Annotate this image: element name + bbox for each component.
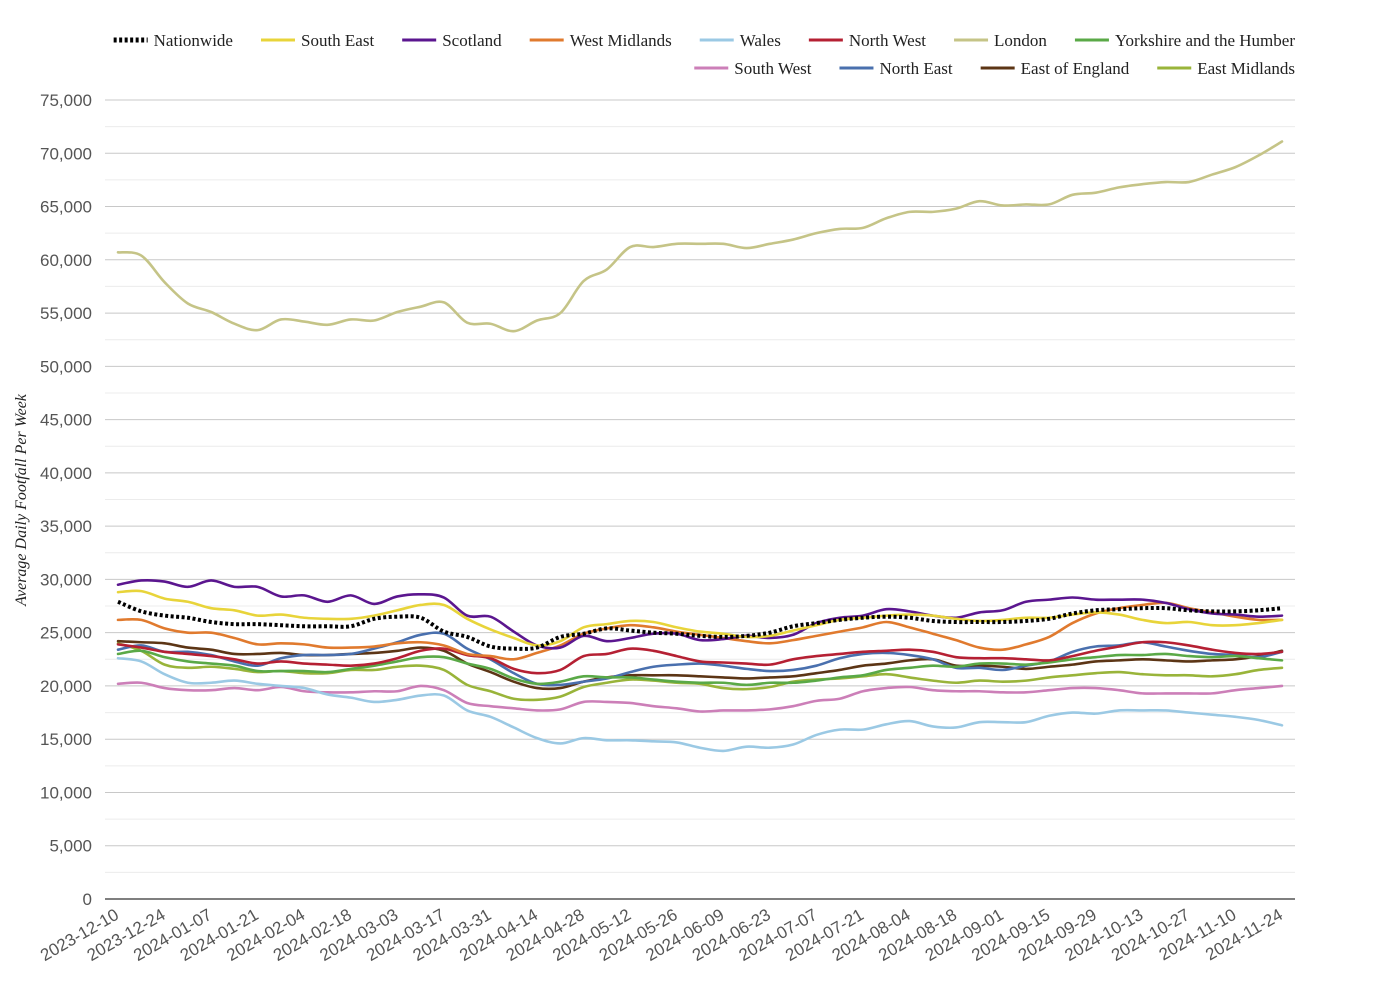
y-tick-label: 15,000 xyxy=(40,730,92,749)
legend-label-scotland: Scotland xyxy=(442,31,502,50)
y-tick-label: 70,000 xyxy=(40,144,92,163)
y-tick-label: 35,000 xyxy=(40,517,92,536)
series-line-north-west xyxy=(116,640,1284,675)
y-tick-label: 55,000 xyxy=(40,304,92,323)
y-tick-label: 20,000 xyxy=(40,677,92,696)
y-tick-label: 0 xyxy=(83,890,92,909)
legend-label-south-east: South East xyxy=(301,31,374,50)
legend-label-north-west: North West xyxy=(849,31,926,50)
y-tick-label: 75,000 xyxy=(40,91,92,110)
series-lines xyxy=(116,140,1284,753)
y-axis-title: Average Daily Footfall Per Week xyxy=(13,393,30,607)
y-tick-label: 5,000 xyxy=(49,837,92,856)
legend-label-nationwide: Nationwide xyxy=(154,31,233,50)
series-line-nationwide xyxy=(117,599,1283,651)
legend-label-yorkshire-and-the-humber: Yorkshire and the Humber xyxy=(1115,31,1295,50)
legend-label-wales: Wales xyxy=(740,31,781,50)
y-tick-label: 45,000 xyxy=(40,411,92,430)
legend-label-north-east: North East xyxy=(879,59,952,78)
series-line-north-east xyxy=(116,631,1284,687)
series-line-scotland xyxy=(116,578,1284,650)
y-tick-label: 10,000 xyxy=(40,783,92,802)
series-line-south-west xyxy=(116,681,1284,713)
series-line-yorkshire-and-the-humber xyxy=(116,649,1284,687)
legend-label-west-midlands: West Midlands xyxy=(570,31,672,50)
y-tick-label: 25,000 xyxy=(40,624,92,643)
legend-label-south-west: South West xyxy=(734,59,811,78)
y-axis-ticks: 0 5,000 10,000 15,000 20,000 25,000 30,000 35,0… xyxy=(40,91,92,909)
y-tick-label: 50,000 xyxy=(40,357,92,376)
series-line-london xyxy=(116,140,1284,333)
gridlines xyxy=(105,99,1295,873)
legend-label-london: London xyxy=(994,31,1047,50)
y-tick-label: 40,000 xyxy=(40,464,92,483)
series-line-wales xyxy=(116,656,1284,753)
series-line-south-east xyxy=(116,589,1284,647)
legend: Nationwide South East Scotland West Midland… xyxy=(113,31,1295,78)
legend-label-east-of-england: East of England xyxy=(1021,59,1130,78)
legend-label-east-midlands: East Midlands xyxy=(1197,59,1295,78)
y-tick-label: 65,000 xyxy=(40,198,92,217)
x-axis-ticks: 2023-12-102023-12-242024-01-072024-01-21… xyxy=(37,905,1286,965)
y-tick-label: 30,000 xyxy=(40,570,92,589)
y-tick-label: 60,000 xyxy=(40,251,92,270)
